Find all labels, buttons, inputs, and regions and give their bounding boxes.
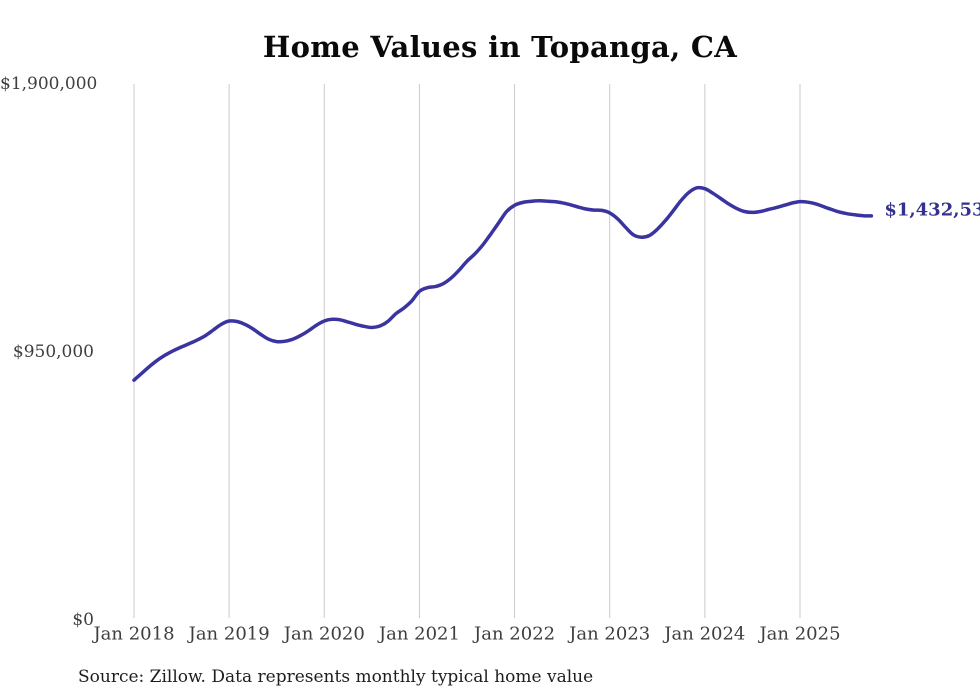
y-axis-tick-label: $0 [72,610,94,630]
x-axis-tick-label: Jan 2020 [283,623,365,645]
home-value-line [132,185,874,382]
x-axis-tick-label: Jan 2021 [378,623,460,645]
x-axis-tick-label: Jan 2023 [569,623,651,645]
source-note: Source: Zillow. Data represents monthly … [78,667,594,687]
x-axis-tick-label: Jan 2022 [474,623,556,645]
x-axis-tick-label: Jan 2019 [188,623,270,645]
x-axis-tick-label: Jan 2024 [664,623,746,645]
latest-value-label: $1,432,534 [884,199,980,221]
y-axis-tick-label: $1,900,000 [0,74,98,94]
y-axis-tick-label: $950,000 [12,342,94,362]
x-axis-tick-label: Jan 2025 [759,623,841,645]
chart-title: Home Values in Topanga, CA [262,30,738,64]
x-axis-tick-label: Jan 2018 [93,623,175,645]
